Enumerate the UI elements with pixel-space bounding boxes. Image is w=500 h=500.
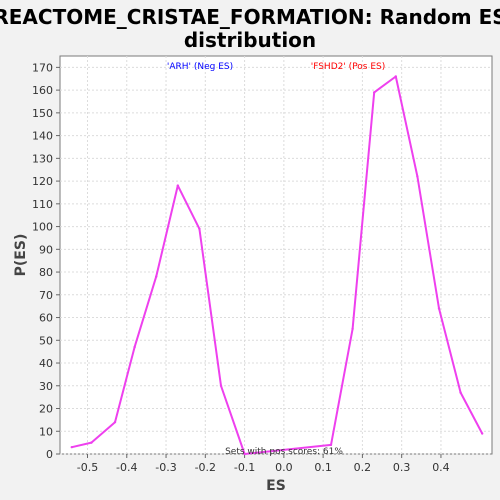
y-tick-label: 90 <box>39 243 53 256</box>
data-point <box>113 420 117 424</box>
plot-area <box>59 55 493 455</box>
x-tick-label: -0.3 <box>155 461 176 474</box>
y-tick-label: 40 <box>39 357 53 370</box>
y-tick-label: 60 <box>39 312 53 325</box>
data-point <box>437 307 441 310</box>
x-tick-label: 0.1 <box>314 461 332 474</box>
data-point <box>394 75 397 78</box>
annotation-pos-scores: Sets with pos scores: 61% <box>225 447 343 457</box>
y-tick-label: 50 <box>39 334 53 347</box>
y-tick-label: 170 <box>32 61 53 74</box>
data-point <box>155 275 158 278</box>
data-point <box>351 327 354 331</box>
y-tick-label: 140 <box>32 130 53 143</box>
y-tick-label: 70 <box>39 289 53 302</box>
data-point <box>372 91 376 94</box>
x-tick-label: -0.2 <box>195 461 216 474</box>
data-point <box>480 432 484 435</box>
grid <box>60 56 492 455</box>
y-tick-label: 100 <box>32 221 53 234</box>
data-point <box>133 345 136 349</box>
y-tick-label: 20 <box>39 403 53 416</box>
x-tick-label: -0.1 <box>234 461 255 474</box>
annotation-pos-es: 'FSHD2' (Pos ES) <box>311 62 386 72</box>
data-point <box>416 175 419 178</box>
y-tick-label: 10 <box>39 425 53 438</box>
y-tick-label: 110 <box>32 198 53 211</box>
data-point <box>329 443 333 447</box>
y-tick-label: 150 <box>32 107 53 120</box>
annotation-neg-es: 'ARH' (Neg ES) <box>167 62 233 72</box>
y-axis-label: P(ES) <box>13 234 29 277</box>
y-tick-label: 0 <box>46 448 53 461</box>
data-point <box>176 184 180 187</box>
data-point <box>90 441 93 444</box>
series-layer <box>70 75 484 456</box>
data-point <box>198 227 201 231</box>
data-point <box>459 391 462 394</box>
y-tick-label: 120 <box>32 175 53 188</box>
x-tick-label: 0.2 <box>354 461 372 474</box>
chart-title-line-2: distribution <box>184 28 316 52</box>
x-tick-label: -0.4 <box>116 461 137 474</box>
axis-ticks: 0 10 20 30 40 50 60 70 80 90 100 110 120 130 140 150 160… <box>32 61 450 474</box>
x-tick-label: -0.5 <box>77 461 98 474</box>
y-tick-label: 80 <box>39 266 53 279</box>
data-point <box>243 452 246 456</box>
x-tick-label: 0.4 <box>432 461 450 474</box>
chart-title-line-1: REACTOME_CRISTAE_FORMATION: Random ES <box>0 5 500 29</box>
y-tick-label: 160 <box>32 84 53 97</box>
x-axis-label: ES <box>266 478 286 494</box>
x-tick-label: 0.0 <box>275 461 293 474</box>
data-point <box>219 384 223 387</box>
x-tick-label: 0.3 <box>393 461 411 474</box>
y-tick-label: 130 <box>32 152 53 165</box>
data-point <box>70 445 73 449</box>
y-tick-label: 30 <box>39 380 53 393</box>
